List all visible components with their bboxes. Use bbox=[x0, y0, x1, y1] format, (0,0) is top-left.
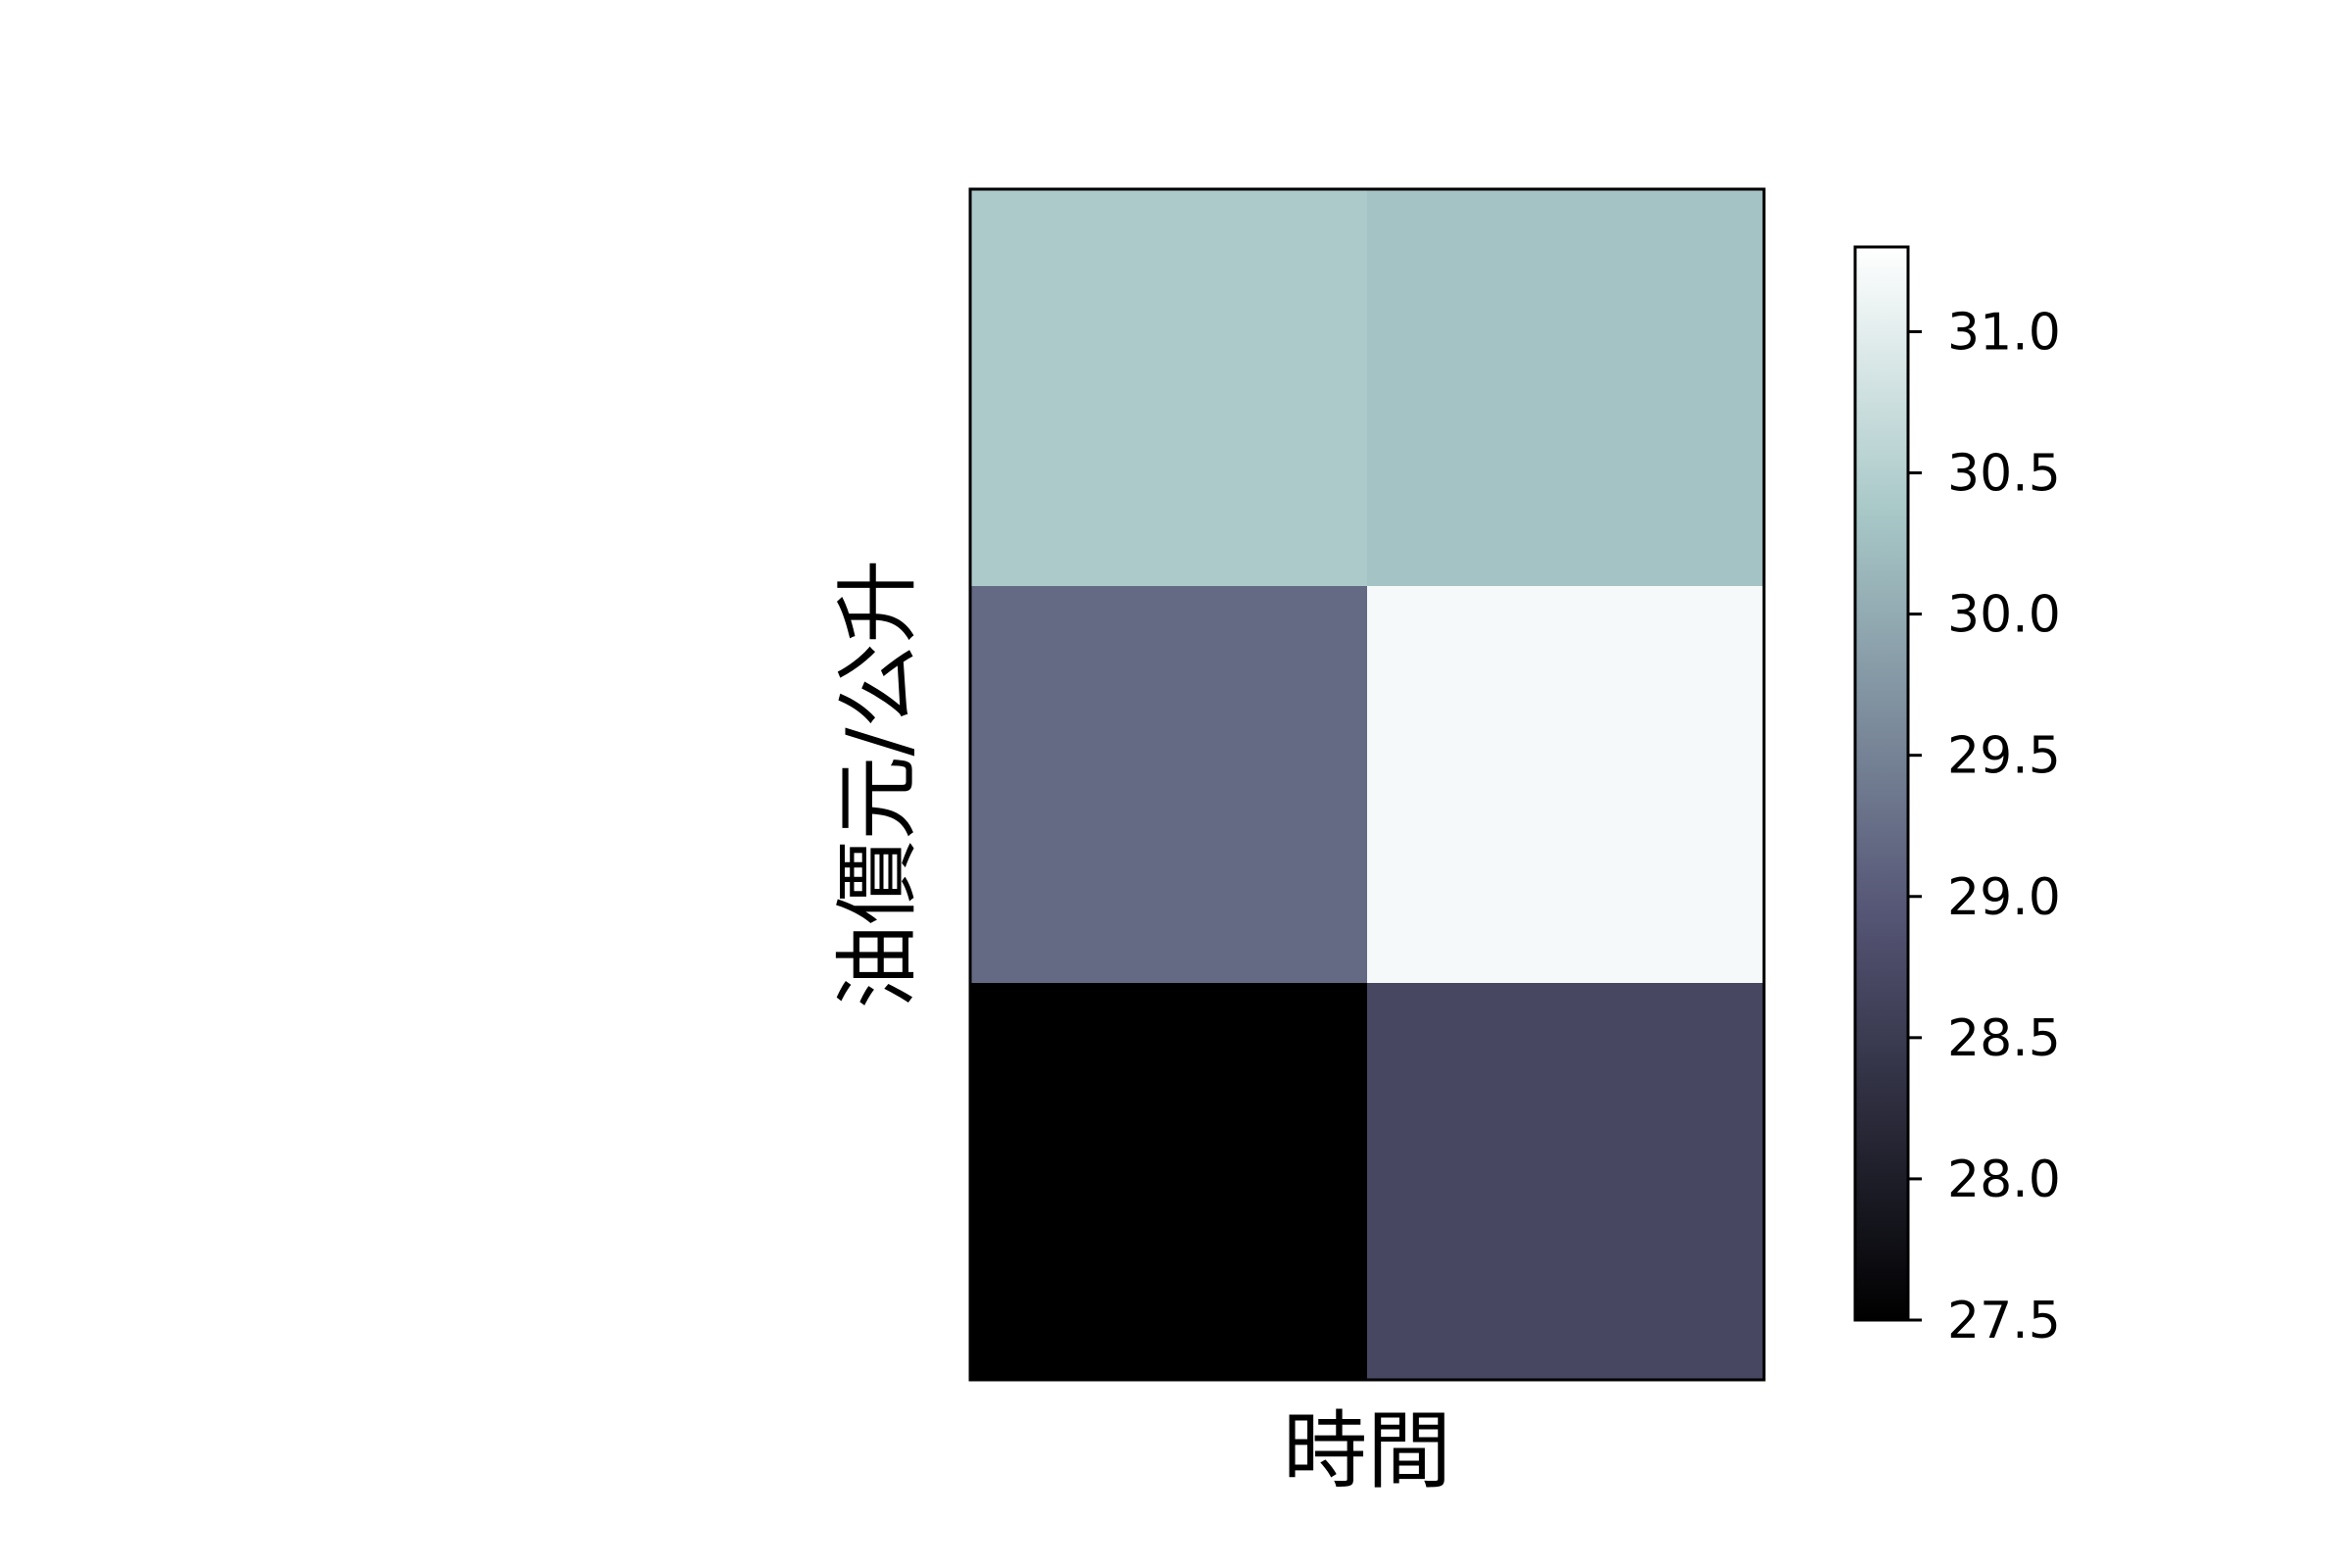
colorbar-tick-label: 29.0 bbox=[1947, 868, 2061, 927]
y-axis-label: 油價元/公升 bbox=[829, 560, 927, 1009]
heatmap-cell-r0-c0 bbox=[970, 189, 1368, 587]
heatmap-cells bbox=[970, 189, 1765, 1381]
heatmap-cell-r1-c1 bbox=[1367, 586, 1765, 984]
heatmap-cell-r2-c0 bbox=[970, 983, 1368, 1381]
colorbar-ticks: 27.5 28.0 28.5 29.0 29.5 30.0 30.5 31.0 bbox=[1908, 303, 2061, 1350]
plot-frame bbox=[968, 187, 1766, 1382]
colorbar-tick-label: 30.5 bbox=[1947, 445, 2061, 504]
x-axis-label: 時間 bbox=[1283, 1402, 1451, 1500]
heatmap-cell-r1-c0 bbox=[970, 586, 1368, 984]
colorbar-tick-label: 28.5 bbox=[1947, 1009, 2061, 1068]
colorbar-tick-label: 29.5 bbox=[1947, 727, 2061, 786]
colorbar-tick-label: 27.5 bbox=[1947, 1292, 2061, 1350]
colorbar bbox=[1855, 247, 1908, 1320]
colorbar-tick-label: 30.0 bbox=[1947, 586, 2061, 645]
colorbar-frame bbox=[1853, 245, 1910, 1322]
heatmap-cell-r0-c1 bbox=[1367, 189, 1765, 587]
colorbar-tick-label: 28.0 bbox=[1947, 1151, 2061, 1209]
colorbar-tick-label: 31.0 bbox=[1947, 303, 2061, 362]
heatmap-cell-r2-c1 bbox=[1367, 983, 1765, 1381]
